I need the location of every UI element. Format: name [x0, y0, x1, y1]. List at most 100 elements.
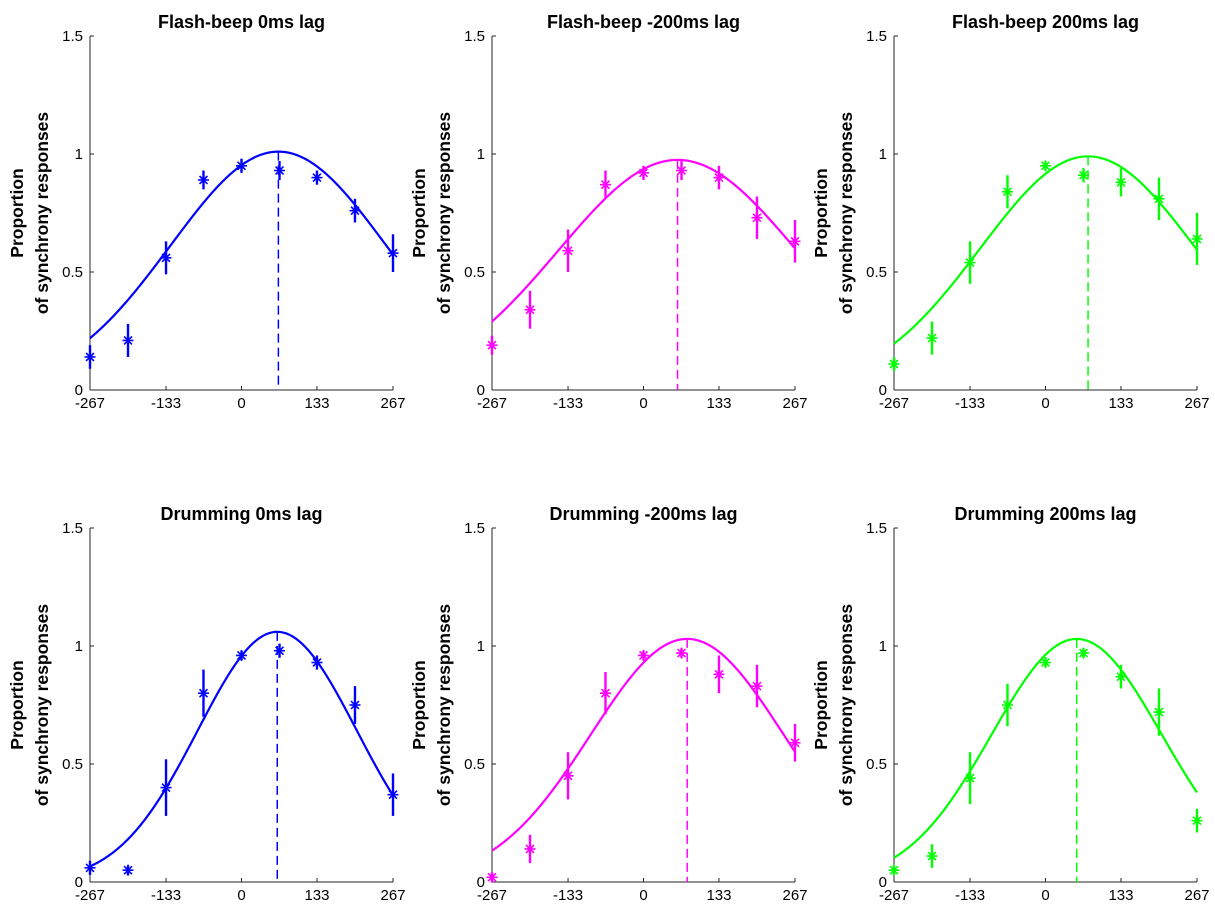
data-point [1191, 213, 1203, 265]
x-tick-label: -267 [75, 887, 105, 904]
y-axis-label: Proportion of synchrony responses [7, 604, 52, 807]
data-point [599, 671, 611, 715]
y-axis-label-line: Proportion [7, 168, 27, 257]
data-point [122, 864, 134, 876]
y-tick-label: 1 [477, 638, 485, 655]
marker-stroke [161, 783, 171, 793]
data-point [387, 773, 399, 816]
y-axis-label-line: Proportion [811, 168, 831, 257]
x-tick-label: 0 [1041, 395, 1049, 412]
marker-stroke [1002, 187, 1013, 197]
x-tick-label: -133 [553, 887, 583, 904]
chart-title: Drumming -200ms lag [549, 504, 737, 524]
y-tick-label: 1.5 [866, 28, 887, 45]
x-tick-label: 267 [782, 887, 807, 904]
y-tick-label: 1 [477, 146, 485, 163]
data-point [1001, 175, 1013, 209]
marker-stroke [1192, 234, 1202, 244]
data-point [713, 655, 725, 694]
data-point [676, 161, 688, 180]
y-axis-label-line: Proportion [7, 660, 27, 749]
x-tick-label: 0 [237, 887, 245, 904]
data-point [751, 196, 763, 239]
y-tick-label: 0.5 [464, 264, 485, 281]
data-point [349, 686, 361, 724]
data-point [274, 643, 286, 658]
y-tick-label: 0.5 [62, 756, 83, 773]
subplot: Drumming 0ms lag Proportion of synchrony r… [7, 504, 406, 904]
y-tick-label: 1.5 [464, 28, 485, 45]
x-tick-label: 0 [237, 395, 245, 412]
subplot: Drumming -200ms lag Proportion of synchron… [409, 504, 808, 904]
marker-stroke [274, 165, 285, 176]
chart-title: Flash-beep 200ms lag [952, 12, 1139, 32]
data-point [1191, 808, 1203, 833]
data-point [1153, 688, 1165, 736]
data-point [964, 241, 976, 284]
y-tick-label: 0 [879, 874, 887, 891]
y-tick-label: 1 [879, 146, 887, 163]
data-point [387, 234, 399, 272]
data-point [1115, 664, 1127, 689]
chart-title: Flash-beep 0ms lag [158, 12, 325, 32]
y-tick-label: 0.5 [62, 264, 83, 281]
x-tick-label: 267 [1184, 395, 1209, 412]
x-tick-label: -133 [955, 887, 985, 904]
marker-stroke [790, 738, 800, 748]
data-point [888, 356, 900, 372]
data-point [524, 834, 536, 864]
data-point [236, 649, 247, 661]
marker-stroke [312, 173, 322, 183]
y-axis-label-line: of synchrony responses [32, 604, 52, 807]
y-tick-label: 1.5 [62, 520, 83, 537]
marker-stroke [1116, 672, 1126, 682]
y-tick-label: 1 [879, 638, 887, 655]
x-tick-label: 0 [639, 887, 647, 904]
marker-stroke [1040, 657, 1051, 668]
marker-stroke [638, 168, 649, 178]
fit-curve [491, 637, 796, 852]
data-point [1040, 160, 1051, 172]
marker-stroke [487, 340, 497, 350]
y-axis-label: Proportion of synchrony responses [811, 112, 856, 315]
y-tick-label: 1 [75, 638, 83, 655]
data-point [311, 170, 323, 185]
data-point [562, 229, 574, 272]
y-axis-label-line: Proportion [811, 660, 831, 749]
data-point [274, 161, 286, 180]
data-point [926, 321, 938, 355]
y-tick-label: 0 [477, 382, 485, 399]
data-point [789, 723, 801, 762]
x-tick-label: -133 [151, 887, 181, 904]
marker-stroke [889, 359, 899, 369]
y-tick-label: 0.5 [464, 756, 485, 773]
marker-stroke [889, 865, 899, 875]
marker-stroke [85, 863, 95, 873]
chart-title: Drumming 200ms lag [954, 504, 1136, 524]
marker-stroke [638, 650, 649, 660]
marker-stroke [965, 773, 975, 783]
marker-stroke [600, 180, 611, 190]
data-point [676, 647, 688, 659]
x-tick-label: 267 [380, 395, 405, 412]
y-axis-label: Proportion of synchrony responses [811, 604, 856, 807]
marker-stroke [388, 248, 398, 258]
x-tick-label: -133 [151, 395, 181, 412]
x-tick-label: 267 [782, 395, 807, 412]
fit-curve [893, 155, 1198, 345]
y-tick-label: 0 [75, 382, 83, 399]
data-point [1001, 683, 1013, 727]
data-point [197, 669, 209, 717]
x-tick-label: -267 [879, 395, 909, 412]
marker-stroke [350, 700, 360, 710]
data-point [311, 655, 323, 670]
data-point [1078, 647, 1090, 659]
marker-stroke [927, 851, 937, 861]
x-tick-label: 0 [1041, 887, 1049, 904]
y-tick-label: 0.5 [866, 264, 887, 281]
subplot: Drumming 200ms lag Proportion of synchrony… [811, 504, 1210, 904]
x-tick-label: 133 [304, 887, 329, 904]
chart-title: Drumming 0ms lag [160, 504, 322, 524]
